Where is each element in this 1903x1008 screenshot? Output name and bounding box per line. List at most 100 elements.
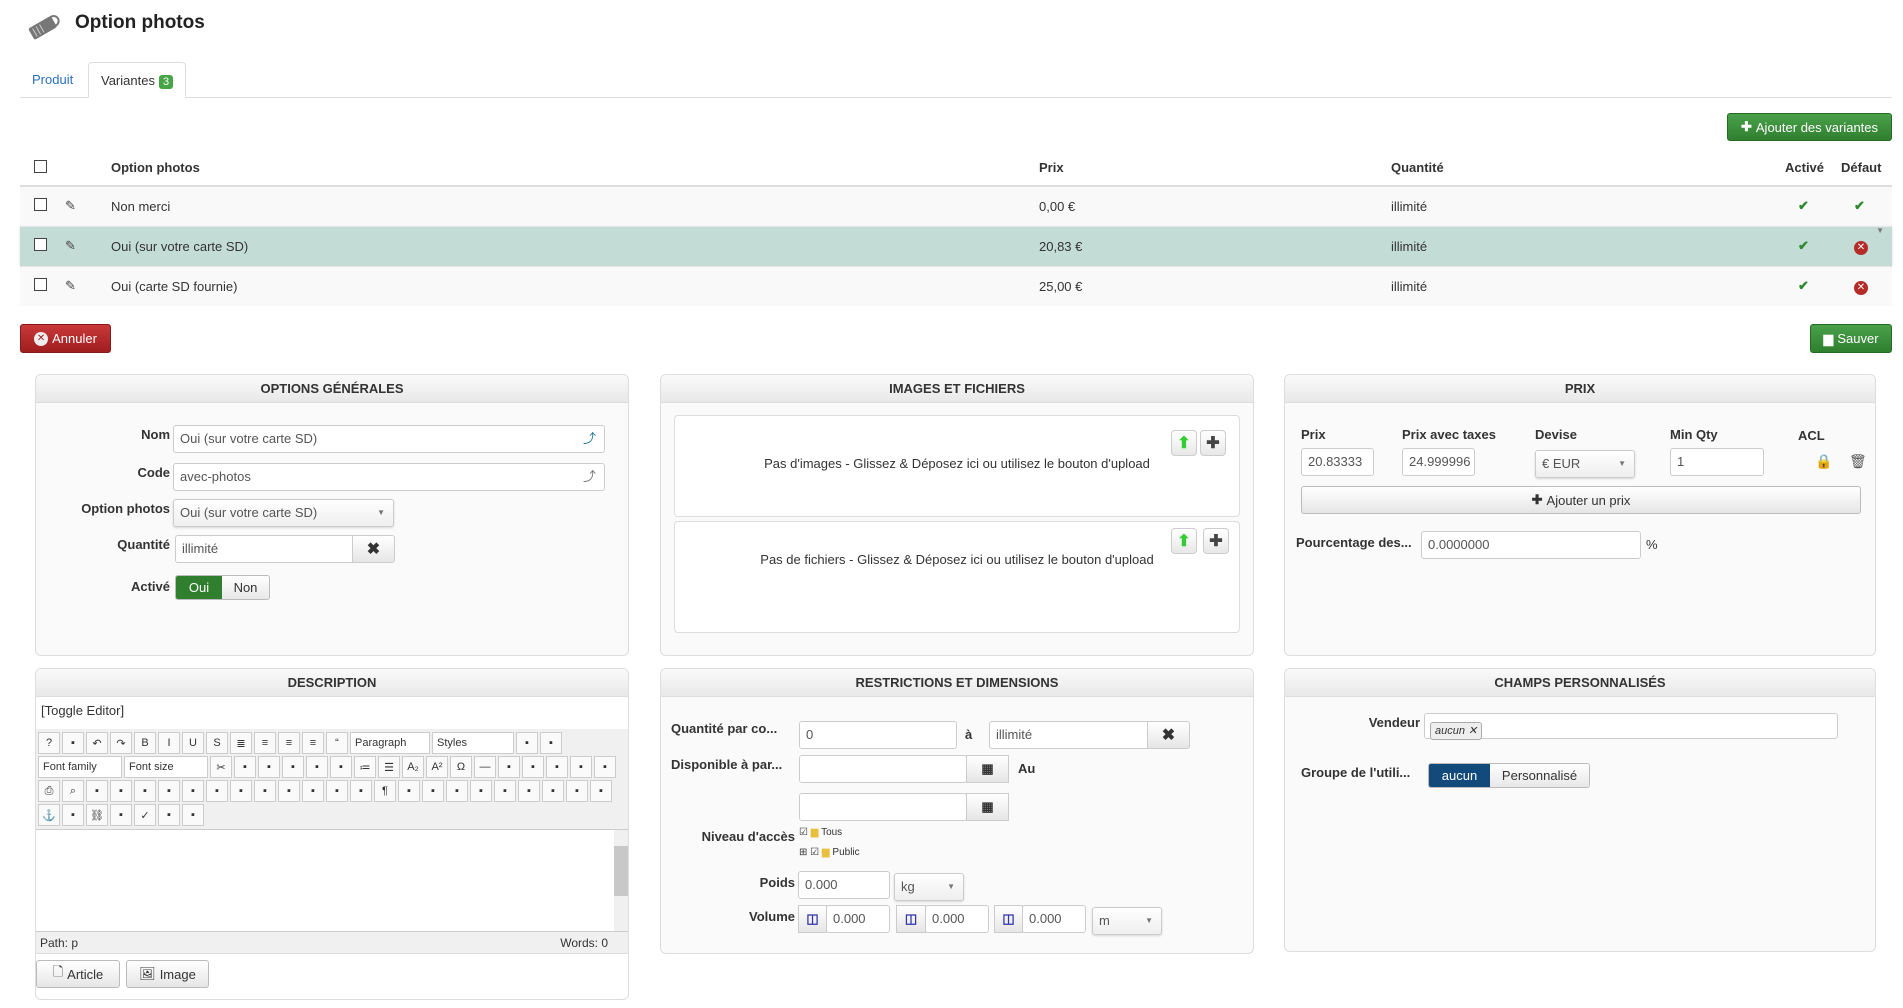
table-row[interactable]: ✎ Non merci 0,00 € illimité ✔ ✔	[20, 185, 1892, 226]
italic-icon[interactable]: I	[158, 732, 180, 754]
image-icon[interactable]: ▪	[110, 804, 132, 826]
qty-min-input[interactable]: 0	[799, 721, 957, 749]
ltr-icon[interactable]: ▪	[498, 756, 520, 778]
pagebreak-icon[interactable]: ▪	[422, 780, 444, 802]
styles-select[interactable]: Styles	[432, 732, 514, 754]
add-variants-button[interactable]: ✚ Ajouter des variantes	[1727, 113, 1892, 141]
name-input[interactable]: Oui (sur votre carte SD) ⤴	[173, 425, 605, 453]
check-icon[interactable]: ✔	[1798, 238, 1809, 253]
indent-icon[interactable]: ▪	[306, 756, 328, 778]
paste-word-icon[interactable]: ▪	[398, 780, 420, 802]
print-icon[interactable]: ⎙	[38, 780, 60, 802]
col-before-icon[interactable]: ▪	[206, 780, 228, 802]
active-no-button[interactable]: Non	[222, 576, 269, 599]
expand-icon[interactable]: ⊞	[799, 847, 808, 858]
cut-icon[interactable]: ✂	[210, 756, 232, 778]
paragraph-select[interactable]: Paragraph	[350, 732, 430, 754]
cancel-button[interactable]: ✕ Annuler	[20, 324, 111, 353]
col-after-icon[interactable]: ▪	[230, 780, 252, 802]
price-input[interactable]: 20.83333	[1301, 448, 1374, 476]
ordered-list-icon[interactable]: ≔	[354, 756, 376, 778]
visual-aid-icon[interactable]: ▪	[350, 780, 372, 802]
add-price-button[interactable]: ✚ Ajouter un prix	[1301, 486, 1861, 514]
merge-icon[interactable]: ▪	[254, 780, 276, 802]
cleanup-icon[interactable]: ▪	[516, 732, 538, 754]
copy-icon[interactable]: ▪	[234, 756, 256, 778]
edit-icon[interactable]: ✎	[65, 278, 76, 294]
save-button[interactable]: ▆ Sauver	[1810, 324, 1892, 353]
table-row[interactable]: ✎ Oui (carte SD fournie) 25,00 € illimit…	[20, 265, 1892, 306]
images-dropzone[interactable]: Pas d'images - Glissez & Déposez ici ou …	[674, 415, 1240, 517]
outdent-icon[interactable]: ▪	[330, 756, 352, 778]
justify-icon[interactable]: ≣	[230, 732, 252, 754]
redo-icon[interactable]: ↷	[110, 732, 132, 754]
edit-icon[interactable]: ✎	[65, 238, 76, 253]
special-char-icon[interactable]: Ω	[450, 756, 472, 778]
row-checkbox[interactable]	[34, 198, 47, 212]
check-icon[interactable]: ✔	[1798, 278, 1809, 294]
active-yes-button[interactable]: Oui	[176, 576, 222, 599]
translate-icon[interactable]: ⤴	[582, 469, 596, 484]
font-size-select[interactable]: Font size	[124, 756, 208, 778]
min-qty-input[interactable]: 1	[1670, 448, 1764, 476]
quantity-input[interactable]: illimité	[175, 535, 353, 563]
check-icon[interactable]: ✔	[1798, 198, 1809, 214]
volume-x-input[interactable]: 0.000	[826, 905, 890, 933]
paste-text-icon[interactable]: ▪	[282, 756, 304, 778]
remove-tag-icon[interactable]: ✕	[1468, 725, 1478, 737]
group-custom-button[interactable]: Personnalisé	[1490, 764, 1589, 787]
paragraph-mark-icon[interactable]: ¶	[374, 780, 396, 802]
delete-table-icon[interactable]: ▪	[134, 780, 156, 802]
checked-checkbox-icon[interactable]: ☑	[810, 847, 820, 858]
attributes-icon[interactable]: ▪	[590, 780, 612, 802]
align-center-icon[interactable]: ≡	[254, 732, 276, 754]
toggle-editor-link[interactable]: [Toggle Editor]	[41, 703, 125, 718]
select-all-checkbox[interactable]	[34, 159, 47, 173]
clear-qty-max-button[interactable]: ✖	[1147, 721, 1190, 749]
search-icon[interactable]: ⌕	[62, 780, 84, 802]
cell-props-icon[interactable]: ▪	[302, 780, 324, 802]
bold-icon[interactable]: B	[134, 732, 156, 754]
code-input[interactable]: avec-photos ⤴	[173, 463, 605, 491]
group-none-button[interactable]: aucun	[1429, 764, 1490, 787]
subscript-icon[interactable]: A₂	[402, 756, 424, 778]
row-before-icon[interactable]: ▪	[158, 780, 180, 802]
upload-image-button[interactable]: ⬆	[1171, 430, 1197, 456]
table-row[interactable]: ✎ Oui (sur votre carte SD) 20,83 € illim…	[20, 225, 1892, 266]
horizontal-rule-icon[interactable]: —	[474, 756, 496, 778]
available-to-input[interactable]	[799, 793, 967, 821]
weight-unit-select[interactable]: kg	[894, 873, 964, 901]
qty-max-input[interactable]: illimité	[989, 721, 1149, 749]
add-image-button[interactable]: ✚	[1200, 430, 1226, 456]
clear-quantity-button[interactable]: ✖	[352, 535, 395, 563]
insert-article-button[interactable]: 🗋 Article	[36, 960, 120, 988]
access-item-public[interactable]: ⊞ ☑ ▆ Public	[799, 843, 860, 863]
calendar-to-button[interactable]: ▦	[966, 793, 1009, 821]
upload-file-button[interactable]: ⬆	[1171, 528, 1197, 554]
editor-scrollbar[interactable]	[614, 830, 628, 931]
box-icon[interactable]: ▪	[182, 804, 204, 826]
strikethrough-icon[interactable]: S	[206, 732, 228, 754]
cross-circle-icon[interactable]: ✕	[1854, 240, 1868, 255]
split-icon[interactable]: ▪	[278, 780, 300, 802]
lock-icon[interactable]: 🔒	[1815, 453, 1833, 469]
price-tax-input[interactable]: 24.999996	[1402, 448, 1475, 476]
table-props-icon[interactable]: ▪	[326, 780, 348, 802]
volume-y-input[interactable]: 0.000	[925, 905, 989, 933]
row-checkbox[interactable]	[34, 278, 47, 292]
currency-select[interactable]: € EUR	[1535, 450, 1635, 478]
row-after-icon[interactable]: ▪	[182, 780, 204, 802]
template-icon[interactable]: ▪	[570, 756, 592, 778]
undo-icon[interactable]: ↶	[86, 732, 108, 754]
trash-icon[interactable]: 🗑	[1849, 453, 1867, 469]
paste-icon[interactable]: ▪	[258, 756, 280, 778]
check-icon[interactable]: ✔	[1854, 198, 1865, 214]
option-select[interactable]: Oui (sur votre carte SD)	[173, 499, 394, 527]
add-file-button[interactable]: ✚	[1203, 528, 1229, 554]
rtl-icon[interactable]: ▪	[522, 756, 544, 778]
access-item-tous[interactable]: ☑ ▆ Tous	[799, 823, 860, 843]
calendar-from-button[interactable]: ▦	[966, 755, 1009, 783]
link-icon[interactable]: ⛓	[86, 804, 108, 826]
cite-icon[interactable]: ▪	[470, 780, 492, 802]
anchor-icon[interactable]: ⚓	[38, 804, 60, 826]
